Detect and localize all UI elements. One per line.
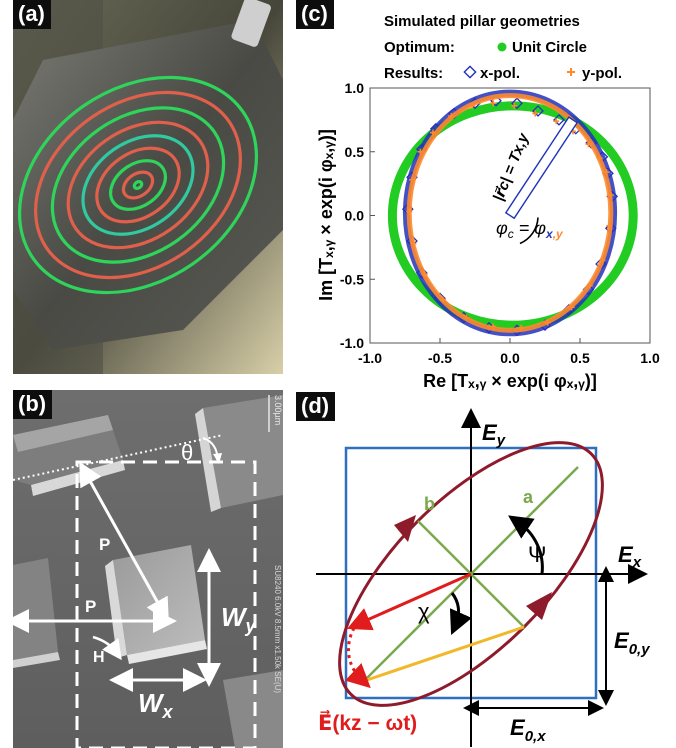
chart-title: Simulated pillar geometries bbox=[384, 13, 580, 30]
ypol-point bbox=[532, 110, 539, 117]
tweezer-tip bbox=[231, 0, 271, 47]
field-vector bbox=[347, 572, 472, 631]
ypol-point bbox=[490, 100, 497, 107]
major-axis-label: a bbox=[523, 487, 534, 507]
ypol-point bbox=[421, 271, 428, 278]
chi-arc bbox=[449, 592, 472, 635]
tilt-reference-line bbox=[13, 434, 224, 481]
wx-label: Wx bbox=[138, 688, 174, 722]
pillar-center bbox=[105, 545, 207, 664]
x-tick-label: 0.0 bbox=[500, 350, 520, 366]
legend-label-unit-circle: Unit Circle bbox=[512, 39, 587, 56]
ypol-point bbox=[568, 304, 575, 311]
x-tick-label: 0.5 bbox=[570, 350, 590, 366]
panel-a-label: (a) bbox=[13, 0, 51, 29]
pillar-bottom-right bbox=[223, 670, 283, 748]
y-tick-label: 0.0 bbox=[345, 208, 365, 224]
chi-label: χ bbox=[418, 599, 430, 624]
polarization-ellipse-diagram: Ey Ex a b Ψ χ E0,y E0,x E⃗(kz − ωt) bbox=[296, 392, 676, 748]
phase-angle-arc bbox=[519, 217, 539, 245]
legend-label-xpol: x-pol. bbox=[480, 65, 520, 82]
panel-c-label: (c) bbox=[296, 0, 334, 29]
psi-arc bbox=[508, 515, 544, 575]
wy-label: Wy bbox=[221, 602, 257, 636]
ypol-point bbox=[410, 240, 417, 247]
polarization-ellipse bbox=[338, 441, 604, 707]
minor-axis-label: b bbox=[424, 494, 435, 514]
panel-b-label: (b) bbox=[13, 390, 53, 419]
h-arrow bbox=[92, 635, 122, 661]
ypol-point bbox=[463, 314, 470, 321]
x-tick-label: -0.5 bbox=[428, 350, 452, 366]
results-key: Results: bbox=[384, 65, 443, 82]
sem-image: θ P P H Wy Wx 3.00µm SU8240 6.0kV 8.5mm … bbox=[13, 390, 283, 748]
ypol-point bbox=[553, 118, 560, 125]
ypol-point bbox=[599, 257, 606, 264]
panel-c: Simulated pillar geometries Optimum: Uni… bbox=[296, 0, 676, 392]
e0y-label: E0,y bbox=[614, 628, 650, 658]
y-tick-label: 1.0 bbox=[345, 80, 365, 96]
y-tick-label: 0.5 bbox=[345, 144, 365, 160]
phase-annotation: φc = φx,y bbox=[496, 218, 564, 241]
legend-marker-unit-circle bbox=[497, 42, 507, 52]
ypol-point bbox=[511, 102, 518, 109]
legend-marker-ypol bbox=[567, 68, 575, 76]
psi-label: Ψ bbox=[528, 542, 546, 567]
direction-arrowhead-lower bbox=[526, 592, 552, 620]
ypol-point bbox=[406, 208, 413, 215]
panel-a: (a) bbox=[13, 0, 283, 374]
x-tick-label: 1.0 bbox=[640, 350, 660, 366]
x-tick-label: -1.0 bbox=[358, 350, 382, 366]
rotation-path bbox=[345, 627, 371, 689]
panel-b: θ P P H Wy Wx 3.00µm SU8240 6.0kV 8.5mm … bbox=[13, 390, 283, 748]
radius-vector-bar bbox=[504, 116, 579, 220]
ypol-point bbox=[518, 324, 525, 331]
ypol-point bbox=[469, 102, 476, 109]
legend-label-ypol: y-pol. bbox=[582, 65, 622, 82]
sem-info-label: SU8240 6.0kV 8.5mm x1.50k SE(U) bbox=[273, 565, 282, 693]
direction-arrowhead-upper bbox=[394, 515, 416, 542]
panel-d: Ey Ex a b Ψ χ E0,y E0,x E⃗(kz − ωt) (d) bbox=[296, 392, 676, 748]
polar-transmission-chart: Simulated pillar geometries Optimum: Uni… bbox=[296, 0, 676, 392]
ypol-point bbox=[430, 129, 436, 136]
pillar-top-right bbox=[195, 395, 283, 512]
ypol-point bbox=[417, 148, 424, 155]
ypol-point bbox=[606, 222, 613, 229]
y-tick-label: -1.0 bbox=[340, 335, 364, 351]
ypol-point bbox=[607, 192, 614, 199]
h-label: H bbox=[93, 649, 105, 666]
p-horizontal-label: P bbox=[85, 597, 96, 616]
e0x-label: E0,x bbox=[510, 715, 546, 745]
theta-label: θ bbox=[181, 440, 193, 465]
ypol-point bbox=[586, 282, 593, 289]
scalebar-label: 3.00µm bbox=[273, 395, 283, 425]
ypol-point bbox=[585, 141, 592, 148]
field-label: E⃗(kz − ωt) bbox=[318, 710, 417, 735]
ypol-point bbox=[448, 113, 455, 120]
period-diagonal-arrow bbox=[79, 461, 169, 623]
y-axis-label: Im [Tₓ,ᵧ × exp(i φₓ,ᵧ)] bbox=[316, 129, 336, 301]
x-axis-label: Re [Tₓ,ᵧ × exp(i φₓ,ᵧ)] bbox=[423, 371, 597, 391]
y-tick-label: -0.5 bbox=[340, 271, 364, 287]
ypol-point bbox=[603, 169, 610, 176]
legend-marker-xpol bbox=[463, 65, 477, 79]
ypol-point bbox=[439, 296, 446, 303]
ypol-point bbox=[544, 319, 551, 326]
ypol-point bbox=[596, 155, 603, 162]
ypol-point bbox=[409, 176, 415, 183]
metasurface-photo bbox=[13, 0, 283, 374]
panel-d-label: (d) bbox=[296, 392, 336, 421]
ey-label: Ey bbox=[482, 420, 506, 449]
chi-construction-line bbox=[363, 625, 525, 683]
p-diagonal-label: P bbox=[99, 535, 110, 554]
ypol-point bbox=[490, 323, 497, 330]
optimum-key: Optimum: bbox=[384, 39, 455, 56]
ex-label: Ex bbox=[618, 542, 642, 571]
